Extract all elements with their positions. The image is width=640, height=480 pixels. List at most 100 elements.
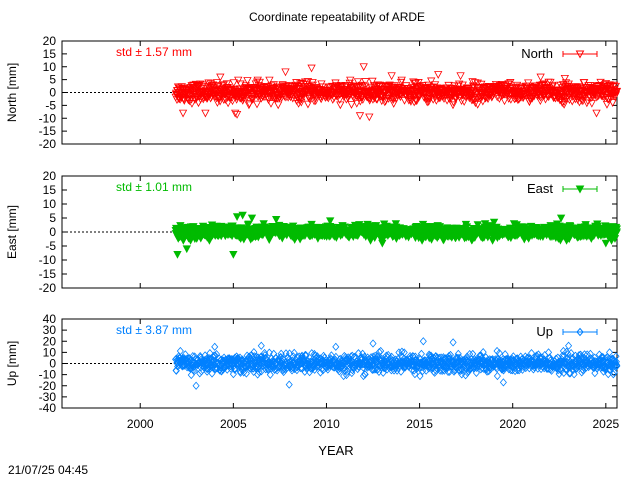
data-point-up [444, 367, 452, 376]
data-point-north [203, 83, 213, 91]
data-point-up [433, 364, 441, 373]
x-tick-label: 2025 [592, 417, 619, 431]
std-label-up: std ± 3.87 mm [116, 323, 192, 337]
data-point-up [361, 370, 369, 379]
data-point-up [359, 349, 367, 358]
data-point-up [213, 349, 221, 359]
data-point-up [418, 363, 426, 372]
outlier-point-east [182, 245, 191, 254]
y-axis-label-north: North [mm] [5, 63, 19, 122]
data-point-north [397, 76, 406, 85]
data-point-up [172, 354, 180, 363]
data-point-up [377, 346, 385, 356]
y-tick-label: -15 [39, 267, 57, 281]
data-series-east [171, 211, 621, 259]
data-point-north [496, 92, 505, 101]
data-point-north [211, 86, 220, 95]
data-point-north [214, 82, 223, 91]
data-point-north [448, 101, 458, 110]
data-point-up [610, 368, 618, 377]
data-point-north [458, 88, 468, 96]
y-tick-label: 10 [43, 345, 57, 359]
data-point-north [332, 92, 341, 101]
outlier-point-east [173, 251, 182, 259]
data-point-north [409, 92, 418, 101]
outlier-point-north [434, 71, 443, 79]
data-point-north [308, 79, 317, 87]
data-point-north [459, 98, 469, 106]
data-point-up [408, 357, 417, 366]
data-point-north [536, 97, 545, 106]
data-point-up [560, 368, 568, 377]
outlier-point-north [560, 74, 570, 83]
outlier-point-up [565, 341, 573, 350]
data-point-north [609, 81, 619, 90]
outlier-point-east [326, 217, 335, 226]
data-point-up [574, 358, 582, 367]
data-point-up [500, 362, 508, 372]
data-point-north [358, 96, 368, 104]
outlier-point-up [192, 381, 200, 390]
data-point-up [288, 366, 296, 375]
outlier-point-north [307, 64, 316, 73]
data-point-east [186, 237, 195, 245]
data-point-up [187, 370, 195, 380]
outlier-point-north [359, 63, 368, 72]
data-point-north [611, 82, 620, 91]
data-point-north [234, 76, 243, 85]
data-point-north [406, 98, 416, 106]
data-point-up [374, 365, 382, 374]
y-tick-label: 15 [43, 47, 57, 61]
outlier-point-up [499, 378, 507, 387]
data-point-east [265, 236, 274, 244]
data-point-north [422, 93, 431, 102]
outlier-point-up [606, 348, 614, 357]
data-point-up [458, 370, 466, 379]
data-point-up [527, 348, 536, 358]
outlier-point-east [378, 239, 387, 248]
data-point-north [335, 96, 344, 104]
data-point-north [270, 86, 280, 94]
legend-marker-up [576, 327, 584, 337]
outlier-point-up [211, 342, 219, 351]
data-point-north [612, 87, 622, 96]
data-point-up [250, 367, 258, 376]
data-point-north [423, 98, 432, 107]
data-point-north [388, 83, 397, 92]
data-point-up [340, 371, 348, 381]
data-point-up [563, 358, 571, 367]
data-point-north [180, 97, 189, 105]
outlier-point-east [272, 216, 281, 224]
y-tick-label: 0 [49, 357, 56, 371]
outlier-point-east [247, 214, 257, 223]
data-point-north [198, 81, 208, 90]
data-point-up [463, 352, 471, 361]
data-point-up [613, 362, 621, 371]
outlier-point-north [201, 109, 210, 118]
data-point-up [176, 346, 184, 356]
data-point-up [569, 365, 577, 374]
data-point-north [427, 77, 436, 86]
data-point-north [470, 87, 479, 96]
data-point-north [463, 87, 472, 96]
data-series-north [171, 63, 622, 122]
legend-up: Up [536, 324, 598, 339]
data-point-north [265, 76, 274, 85]
data-point-up [354, 349, 362, 358]
data-point-up [478, 354, 486, 363]
outlier-point-north [216, 73, 225, 82]
data-point-north [355, 82, 364, 91]
data-point-north [194, 99, 203, 108]
data-point-up [359, 371, 367, 381]
y-tick-label: 10 [43, 60, 57, 74]
data-point-up [231, 365, 239, 374]
data-point-up [487, 364, 495, 374]
data-point-north [187, 100, 197, 108]
data-point-up [266, 370, 274, 379]
data-point-up [454, 349, 462, 358]
y-tick-label: 30 [43, 323, 57, 337]
y-tick-label: 10 [43, 197, 57, 211]
data-point-north [262, 83, 272, 91]
data-point-east [435, 223, 445, 231]
data-point-east [370, 234, 379, 243]
